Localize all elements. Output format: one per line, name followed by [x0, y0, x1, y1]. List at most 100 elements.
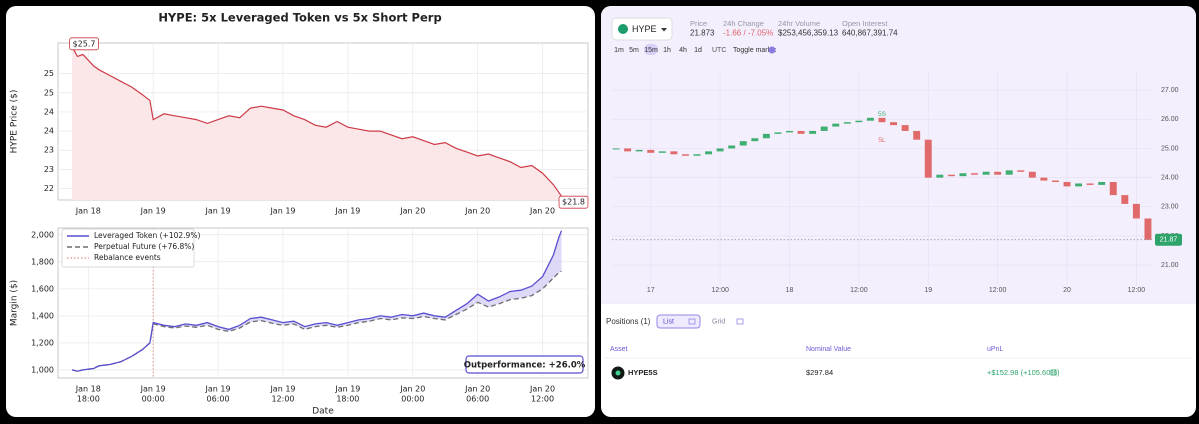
timeframe[interactable]: 5m [629, 47, 639, 54]
stat-label: Price [690, 19, 707, 28]
candle [820, 126, 828, 131]
y-axis-label: Margin ($) [10, 280, 20, 326]
y-tick-label: 27.00 [1161, 87, 1179, 94]
outperformance-label: Outperformance: +26.0% [464, 361, 586, 371]
x-tick-label: Jan 20 [529, 207, 555, 216]
x-tick-label: 19 [924, 287, 932, 294]
candle [924, 139, 932, 178]
candle [843, 122, 851, 124]
candle [762, 133, 770, 139]
x-tick-label: Jan 18 [75, 385, 101, 394]
candle [1098, 182, 1106, 185]
stat-label: 24h Change [723, 19, 764, 28]
y-tick-label: 23 [44, 146, 54, 155]
x-tick-sublabel: 06:00 [466, 395, 489, 404]
x-tick-label: Jan 20 [529, 385, 555, 394]
candle [913, 130, 921, 140]
candle [1132, 203, 1140, 219]
y-axis-label: HYPE Price ($) [10, 90, 20, 154]
candle [866, 117, 874, 121]
view-tab-icon [688, 318, 696, 325]
x-tick-label: Jan 19 [205, 385, 231, 394]
candle [1051, 180, 1059, 183]
y-tick-label: 1,200 [31, 338, 54, 347]
y-tick-label: 1,600 [31, 284, 54, 293]
candle [855, 120, 863, 123]
x-tick-sublabel: 12:00 [271, 395, 294, 404]
x-axis-label: Date [312, 407, 334, 417]
y-tick-label: 25 [44, 69, 54, 78]
legend-label: Perpetual Future (+76.8%) [94, 242, 194, 251]
view-tab-label: Grid [712, 318, 725, 325]
candle [878, 117, 886, 123]
price-annotation: $25.7 [73, 39, 96, 48]
y-tick-label: 23 [44, 165, 54, 174]
price-line [71, 46, 562, 197]
column-header: uPnL [987, 346, 1003, 353]
candle [739, 141, 747, 146]
toggle-marks: Toggle marks: [733, 47, 777, 54]
view-tab[interactable] [706, 315, 748, 328]
candle [635, 149, 643, 152]
x-tick-label: Jan 19 [269, 385, 295, 394]
token-selector[interactable] [611, 17, 673, 41]
candle [751, 138, 759, 142]
candle [1028, 171, 1036, 178]
candle [971, 173, 978, 175]
current-price-tag [1155, 233, 1182, 246]
x-tick-label: Jan 20 [464, 385, 490, 394]
x-tick-sublabel: 18:00 [336, 395, 359, 404]
candle [936, 174, 944, 178]
candle [994, 171, 1002, 175]
candle [1017, 170, 1025, 172]
y-tick-label: 25 [44, 88, 54, 97]
candle [786, 130, 793, 133]
candle [1086, 183, 1094, 185]
candle [901, 125, 909, 131]
candle [774, 132, 782, 134]
x-tick-sublabel: 00:00 [142, 395, 165, 404]
x-tick-label: Jan 18 [75, 207, 101, 216]
column-header: Asset [610, 346, 628, 353]
x-tick-label: 17 [647, 287, 655, 294]
candle [658, 151, 666, 153]
token-logo [618, 24, 628, 34]
candle [1005, 170, 1013, 175]
annotation-box [69, 37, 99, 51]
x-tick-label: Jan 20 [399, 385, 425, 394]
timezone[interactable]: UTC [712, 47, 726, 54]
y-tick-label: 1,800 [31, 257, 54, 266]
price-annotation: $21.8 [562, 198, 585, 207]
candle [670, 151, 678, 155]
x-tick-label: Jan 19 [269, 207, 295, 216]
candle [890, 122, 898, 126]
timeframe[interactable]: 1d [694, 47, 702, 54]
stat-value: 21.873 [690, 29, 715, 38]
timeframe-selected [644, 44, 658, 55]
x-tick-label: 20 [1063, 287, 1071, 294]
candle [1075, 183, 1083, 187]
y-tick-label: 25.00 [1161, 145, 1179, 152]
timeframe[interactable]: 15m [644, 47, 658, 54]
x-tick-label: 12:00 [711, 287, 729, 294]
trade-mark: 5L [878, 137, 886, 144]
candle [1063, 182, 1071, 187]
x-tick-label: Jan 19 [205, 207, 231, 216]
y-tick-label: 22 [44, 184, 54, 193]
timeframe[interactable]: 1h [663, 47, 671, 54]
toggle-marks-icon[interactable] [768, 46, 776, 54]
timeframe[interactable]: 4h [679, 47, 687, 54]
timeframe[interactable]: 1m [614, 47, 624, 54]
candle [624, 148, 632, 152]
candle [832, 123, 840, 127]
view-tab[interactable] [656, 314, 701, 329]
table-cell: HYPE5S [628, 368, 658, 377]
view-tab-icon [736, 318, 744, 325]
candle [647, 149, 655, 153]
candle [947, 174, 955, 177]
candle [982, 171, 990, 175]
x-tick-sublabel: 18:00 [77, 395, 100, 404]
candle [716, 148, 724, 152]
candle [1040, 177, 1048, 181]
